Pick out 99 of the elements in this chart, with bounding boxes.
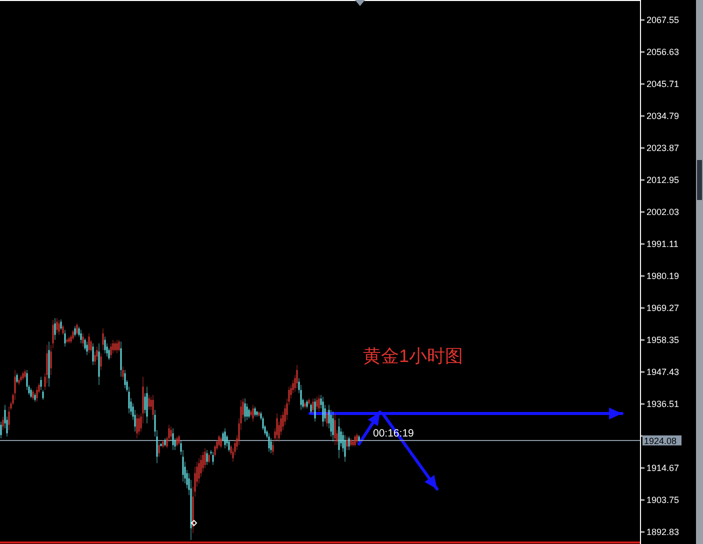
candlestick — [318, 394, 320, 412]
candlestick — [178, 434, 180, 446]
candlestick — [338, 418, 340, 458]
candlestick — [64, 330, 66, 347]
candlestick — [348, 436, 350, 450]
y-tick-label: 2034.79 — [646, 110, 680, 121]
candlestick — [252, 404, 254, 422]
candlestick — [176, 436, 178, 447]
candlestick — [146, 386, 148, 424]
candlestick — [138, 414, 140, 436]
candlestick — [62, 324, 64, 336]
candlestick — [344, 434, 346, 462]
candlestick — [110, 343, 112, 359]
candlestick — [208, 452, 210, 464]
candlestick — [308, 398, 310, 406]
y-tick-label: 2023.87 — [646, 142, 680, 153]
candlestick — [250, 410, 252, 417]
candlestick — [54, 318, 56, 340]
candlestick — [76, 323, 78, 336]
candlestick — [58, 320, 60, 336]
candlestick — [158, 441, 160, 458]
candlestick — [276, 413, 278, 440]
candlestick — [86, 341, 88, 356]
candlestick — [80, 330, 82, 344]
candlestick — [122, 366, 124, 380]
candlestick — [36, 386, 38, 402]
candlestick — [2, 416, 4, 430]
y-tick-label: 2012.95 — [646, 174, 680, 185]
candlestick — [334, 413, 336, 446]
y-tick-label: 1969.27 — [646, 302, 680, 313]
ref-line-label: 1924.08 — [644, 436, 677, 446]
candlestick — [30, 388, 32, 398]
candlestick — [312, 398, 314, 414]
candlestick — [254, 406, 256, 417]
candlestick — [118, 340, 120, 352]
candlestick — [224, 428, 226, 449]
candlestick — [268, 433, 270, 452]
y-tick-label: 2056.63 — [646, 46, 680, 57]
candlestick — [40, 376, 42, 390]
candlestick — [326, 410, 328, 427]
candlestick — [310, 403, 312, 414]
y-tick-label: 1914.67 — [646, 462, 680, 473]
candlestick — [222, 431, 224, 442]
candlestick — [332, 411, 334, 442]
candlestick — [148, 394, 150, 410]
candlestick — [60, 319, 62, 330]
candlestick — [74, 326, 76, 337]
candlestick — [314, 398, 316, 422]
candlestick — [272, 441, 274, 456]
candlestick — [206, 450, 208, 466]
candlestick — [322, 396, 324, 427]
candlestick — [212, 452, 214, 466]
candlestick — [100, 353, 102, 370]
y-tick-label: 1892.83 — [646, 526, 680, 537]
candlestick — [220, 436, 222, 449]
y-tick-label: 1947.43 — [646, 366, 680, 377]
candlestick — [102, 328, 104, 350]
candlestick — [88, 333, 90, 354]
y-tick-label: 2045.71 — [646, 78, 680, 89]
candlestick — [56, 318, 58, 334]
candlestick — [324, 404, 326, 422]
candlestick — [116, 340, 118, 354]
candlestick — [82, 333, 84, 347]
candlestick — [304, 401, 306, 409]
candlestick — [218, 434, 220, 447]
candlestick — [172, 428, 174, 450]
candlestick — [120, 341, 122, 378]
candlestick — [114, 341, 116, 352]
candlestick — [92, 343, 94, 366]
candlestick — [244, 398, 246, 422]
candlestick — [0, 421, 2, 439]
candlestick — [32, 390, 34, 400]
candlestick — [20, 374, 22, 382]
y-tick-label: 1991.11 — [646, 238, 678, 249]
text: 黄金1小时图 — [363, 346, 464, 366]
candlestick — [16, 372, 18, 384]
candlestick — [198, 458, 200, 484]
candlestick — [104, 336, 106, 354]
candlestick — [124, 370, 126, 388]
y-tick-label: 1980.19 — [646, 270, 680, 281]
candlestick — [316, 396, 318, 410]
candlestick — [354, 434, 356, 447]
candlestick — [72, 330, 74, 340]
y-tick-label: 2002.03 — [646, 206, 680, 217]
candlestick — [346, 436, 348, 450]
candlestick — [68, 336, 70, 344]
candlestick — [136, 413, 138, 439]
candlestick — [42, 390, 44, 400]
candlestick — [152, 394, 154, 420]
y-tick-label: 2067.55 — [646, 14, 680, 25]
candlestick — [296, 364, 298, 388]
candlestick — [18, 378, 20, 386]
candlestick — [356, 433, 358, 444]
candlestick — [204, 448, 206, 468]
y-tick-label: 1936.51 — [646, 398, 680, 409]
y-tick-label: 1958.35 — [646, 334, 680, 345]
candlestick — [170, 426, 172, 440]
y-tick-label: 1903.75 — [646, 494, 680, 505]
candlestick — [144, 392, 146, 414]
